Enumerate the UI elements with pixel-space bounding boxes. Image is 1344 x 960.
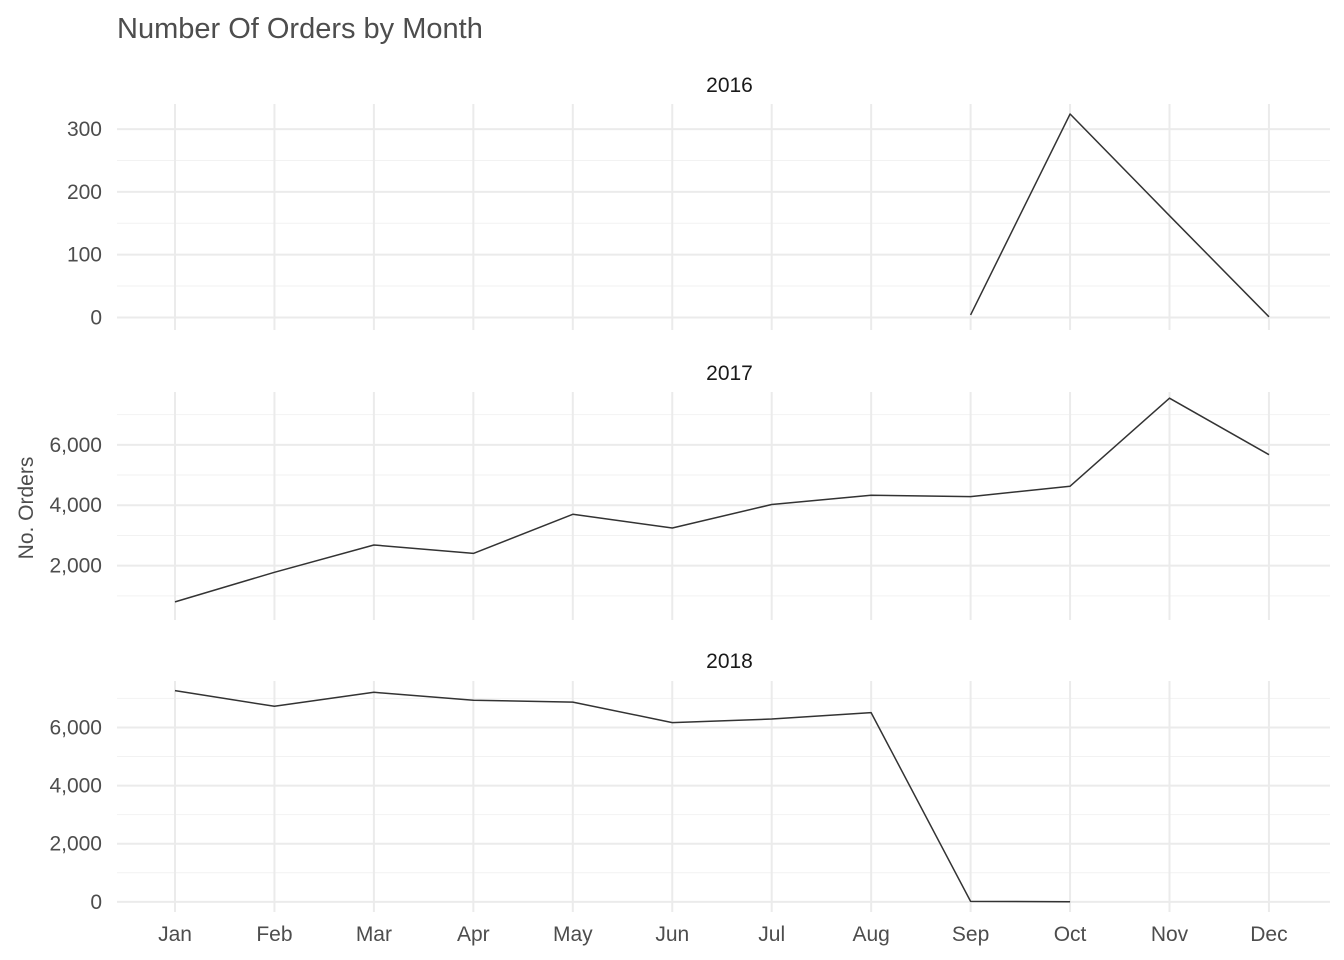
- y-tick-label: 0: [90, 306, 102, 329]
- x-axis: Jan Feb Mar Apr May Jun Jul Aug Sep Oct Nov Dec: [158, 923, 1288, 946]
- x-tick-label: Feb: [256, 923, 292, 946]
- y-tick-label: 6,000: [49, 434, 102, 457]
- x-tick-label: Aug: [852, 923, 889, 946]
- y-tick-label: 0: [90, 891, 102, 914]
- x-tick-label: Jun: [655, 923, 689, 946]
- y-tick-label: 6,000: [49, 716, 102, 739]
- facet-strip-label: 2016: [706, 74, 753, 97]
- orders-line-2017: [174, 397, 1270, 603]
- x-tick-label: May: [553, 923, 593, 946]
- x-tick-label: Nov: [1151, 923, 1189, 946]
- x-tick-label: Dec: [1250, 923, 1287, 946]
- facet-panel-2016: 0 100 200 300 2016: [67, 74, 1330, 330]
- facet-panel-2018: 0 2,000 4,000 6,000 2018: [49, 650, 1330, 914]
- x-tick-label: Oct: [1054, 923, 1087, 946]
- y-tick-label: 4,000: [49, 494, 102, 517]
- y-tick-label: 2,000: [49, 833, 102, 856]
- x-tick-label: Jul: [758, 923, 785, 946]
- y-tick-label: 200: [67, 181, 102, 204]
- x-tick-label: Jan: [158, 923, 192, 946]
- x-tick-label: Sep: [952, 923, 989, 946]
- facet-strip-label: 2017: [706, 362, 753, 385]
- y-axis-label: No. Orders: [15, 457, 38, 560]
- x-tick-label: Mar: [356, 923, 392, 946]
- y-tick-label: 100: [67, 244, 102, 267]
- orders-line-2016: [969, 113, 1270, 318]
- y-tick-label: 300: [67, 118, 102, 141]
- facet-panels: 0 100 200 300 2016 2,000 4,000 6,000 2017 0 2,000 4…: [49, 74, 1330, 914]
- facet-strip-label: 2018: [706, 650, 753, 673]
- y-tick-label: 2,000: [49, 555, 102, 578]
- x-tick-label: Apr: [457, 923, 490, 946]
- orders-line-2018: [174, 689, 1071, 903]
- y-tick-label: 4,000: [49, 775, 102, 798]
- chart-title: Number Of Orders by Month: [117, 13, 483, 45]
- facet-panel-2017: 2,000 4,000 6,000 2017: [49, 362, 1330, 620]
